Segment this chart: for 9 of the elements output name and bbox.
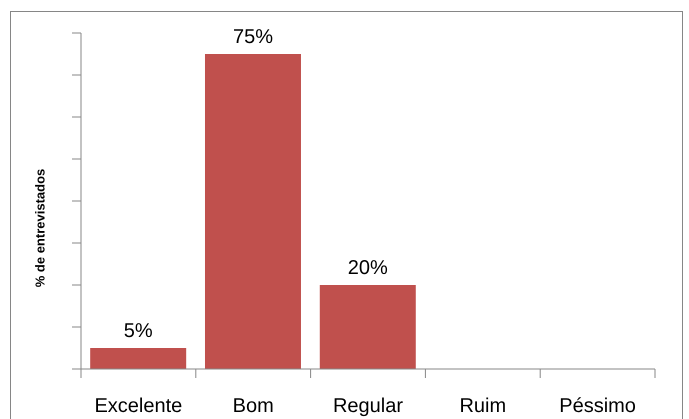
x-tick-label: Ruim [459,395,506,417]
data-label: 20% [348,257,388,279]
x-tick-label: Bom [232,395,274,417]
x-tick-label: Péssimo [559,395,636,417]
x-tick-label: Regular [332,395,404,417]
data-label: 5% [124,320,153,342]
data-label: 75% [232,26,274,48]
y-axis-title: % de entrevistados [32,168,48,288]
x-tick-label: Excelente [94,395,182,417]
